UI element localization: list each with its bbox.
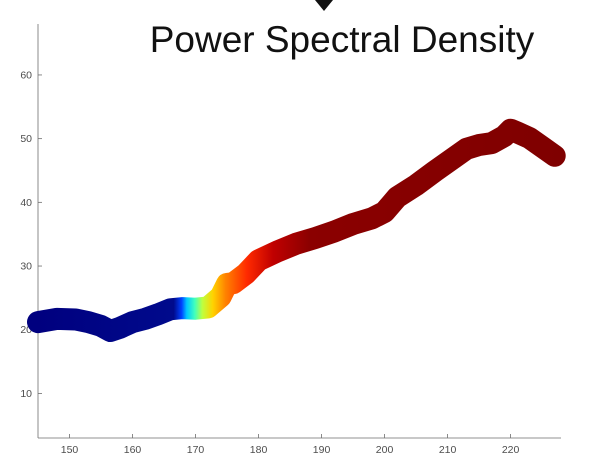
data-layer: [27, 118, 566, 342]
x-tick-label: 170: [187, 444, 205, 456]
x-tick-label: 190: [313, 444, 331, 456]
x-tick-label: 210: [439, 444, 457, 456]
chart-title: Power Spectral Density: [150, 19, 535, 60]
y-tick-label: 50: [20, 133, 32, 145]
y-tick-label: 40: [20, 197, 32, 209]
title-marker-icon: [315, 0, 333, 11]
y-tick-label: 30: [20, 261, 32, 273]
y-tick-label: 10: [20, 388, 32, 400]
x-tick-label: 180: [250, 444, 268, 456]
ticks: 150 160 170 180 190 200 210 220 10 20 30 40 50 60: [20, 69, 519, 456]
x-tick-label: 160: [124, 444, 142, 456]
y-tick-label: 60: [20, 69, 32, 81]
x-tick-label: 220: [502, 444, 520, 456]
axes: [37, 24, 561, 439]
y-tick-label: 20: [20, 324, 32, 336]
spectral-trace: [27, 118, 566, 342]
x-tick-label: 200: [376, 444, 394, 456]
x-tick-label: 150: [61, 444, 79, 456]
